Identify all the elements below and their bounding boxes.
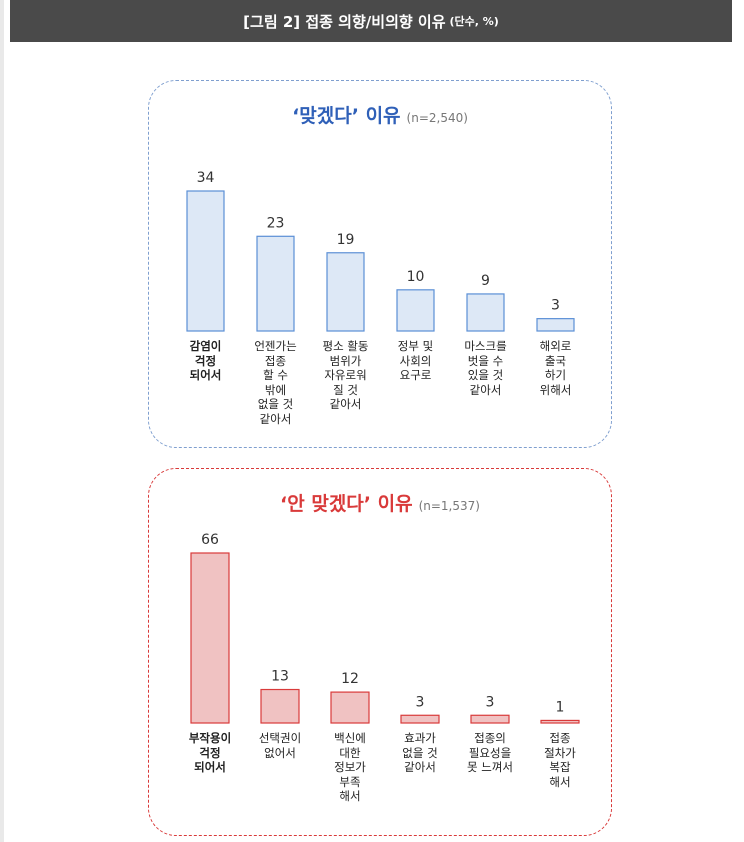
chart-sample-size: (n=2,540) <box>406 111 468 125</box>
data-label-6: 3 <box>551 298 560 314</box>
data-label-4: 3 <box>416 694 425 710</box>
category-label-2: 언젠가는 접종 할 수 밖에 없을 것 같아서 <box>254 339 297 426</box>
bar-3 <box>326 252 365 332</box>
data-label-2: 23 <box>267 215 285 231</box>
chart-title-will-not-vaccinate: ‘안 맞겠다’ 이유 (n=1,537) <box>149 489 611 516</box>
chart-panel-will-vaccinate: ‘맞겠다’ 이유 (n=2,540) 34 23 19 10 9 3 감염이 걱정 되어서 언… <box>148 80 612 448</box>
bar-5 <box>466 293 505 332</box>
bar-3 <box>330 691 370 724</box>
bar-2 <box>260 688 300 724</box>
data-label-5: 9 <box>481 273 490 289</box>
chart-title-will-vaccinate: ‘맞겠다’ 이유 (n=2,540) <box>149 101 611 128</box>
category-label-1: 부작용이 걱정 되어서 <box>188 731 232 774</box>
chart-sample-size: (n=1,537) <box>418 499 480 513</box>
figure-unit: (단수, %) <box>449 15 499 28</box>
bar-5 <box>470 714 510 724</box>
category-label-6: 접종 절차가 복잡 해서 <box>544 731 576 789</box>
category-label-5: 마스크를 벗을 수 있을 것 같아서 <box>464 339 507 397</box>
left-edge-strip <box>0 0 4 842</box>
bar-4 <box>396 289 435 332</box>
category-label-6: 해외로 출국 하기 위해서 <box>539 339 572 397</box>
category-label-3: 백신에 대한 정보가 부족 해서 <box>334 731 366 803</box>
bar-4 <box>400 714 440 724</box>
bar-plot-will-not-vaccinate: 66 13 12 3 3 1 <box>190 532 580 724</box>
figure-header: [그림 2] 접종 의향/비의향 이유 (단수, %) <box>10 0 732 42</box>
data-label-2: 13 <box>271 669 289 685</box>
chart-title-text: ‘안 맞겠다’ 이유 <box>280 493 413 515</box>
data-label-3: 12 <box>341 671 359 687</box>
bar-6 <box>540 719 580 724</box>
bar-1 <box>186 190 225 332</box>
bar-2 <box>256 235 295 332</box>
category-label-3: 평소 활동 범위가 자유로워 질 것 같아서 <box>322 339 369 411</box>
bar-6 <box>536 318 575 332</box>
bar-1 <box>190 552 230 724</box>
category-label-4: 효과가 없을 것 같아서 <box>402 731 438 774</box>
bar-plot-will-vaccinate: 34 23 19 10 9 3 <box>186 170 575 332</box>
category-label-1: 감염이 걱정 되어서 <box>189 339 222 382</box>
figure-title: [그림 2] 접종 의향/비의향 이유 <box>243 12 446 31</box>
data-label-1: 34 <box>197 170 215 186</box>
data-label-5: 3 <box>486 694 495 710</box>
category-label-4: 정부 및 사회의 요구로 <box>397 339 434 382</box>
data-label-1: 66 <box>201 532 219 548</box>
chart-panel-will-not-vaccinate: ‘안 맞겠다’ 이유 (n=1,537) 66 13 12 3 3 1 부작용이 걱정 되어… <box>148 468 612 836</box>
category-label-5: 접종의 필요성을 못 느껴서 <box>467 731 513 774</box>
data-label-4: 10 <box>407 269 425 285</box>
category-label-2: 선택권이 없어서 <box>258 731 302 760</box>
data-label-6: 1 <box>556 699 565 715</box>
chart-title-text: ‘맞겠다’ 이유 <box>292 105 401 127</box>
data-label-3: 19 <box>337 232 355 248</box>
